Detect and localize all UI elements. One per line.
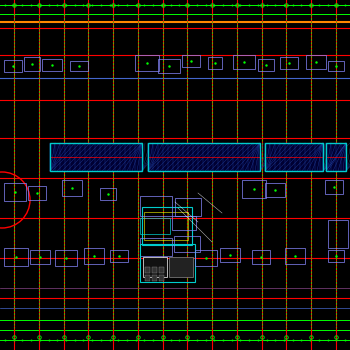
Bar — [169, 257, 193, 277]
Bar — [4, 183, 26, 201]
Bar — [265, 183, 285, 197]
Bar — [145, 275, 150, 281]
Bar — [135, 55, 159, 71]
Bar — [208, 57, 222, 69]
Bar — [242, 180, 266, 198]
Bar — [252, 250, 270, 264]
Bar — [159, 275, 164, 281]
Bar — [55, 250, 77, 266]
Bar — [50, 143, 142, 171]
Bar — [152, 267, 157, 273]
Bar — [172, 216, 196, 230]
Bar — [182, 55, 200, 67]
Bar — [174, 236, 200, 252]
Bar — [140, 196, 172, 216]
Bar — [265, 143, 323, 171]
Bar — [84, 248, 104, 264]
Bar — [280, 57, 298, 69]
Bar — [4, 60, 22, 72]
Bar — [326, 143, 346, 171]
Bar — [326, 143, 346, 171]
Bar — [62, 180, 82, 196]
Bar — [328, 220, 348, 248]
Bar — [258, 59, 274, 71]
Bar — [220, 248, 240, 262]
Bar — [140, 218, 170, 234]
Bar — [144, 212, 188, 240]
Bar — [4, 248, 28, 266]
Bar — [159, 267, 164, 273]
Bar — [50, 143, 142, 171]
Bar — [148, 143, 260, 171]
Bar — [42, 59, 62, 71]
Bar — [195, 250, 217, 266]
Bar — [328, 61, 344, 71]
Bar — [142, 207, 192, 245]
Bar — [143, 257, 167, 277]
Bar — [100, 188, 116, 200]
Bar — [233, 55, 255, 69]
Bar — [30, 250, 50, 264]
Bar — [306, 55, 326, 69]
Bar — [265, 143, 323, 171]
Bar — [110, 250, 128, 262]
Bar — [145, 267, 150, 273]
Bar — [70, 61, 88, 71]
Bar — [28, 186, 46, 200]
Bar — [285, 248, 305, 264]
Bar — [175, 198, 201, 216]
Bar — [325, 180, 343, 194]
Bar — [24, 57, 40, 71]
Bar — [328, 250, 344, 262]
Bar — [152, 275, 157, 281]
Bar — [158, 59, 180, 73]
Bar — [148, 143, 260, 171]
Bar — [140, 244, 195, 282]
Bar — [140, 238, 172, 256]
